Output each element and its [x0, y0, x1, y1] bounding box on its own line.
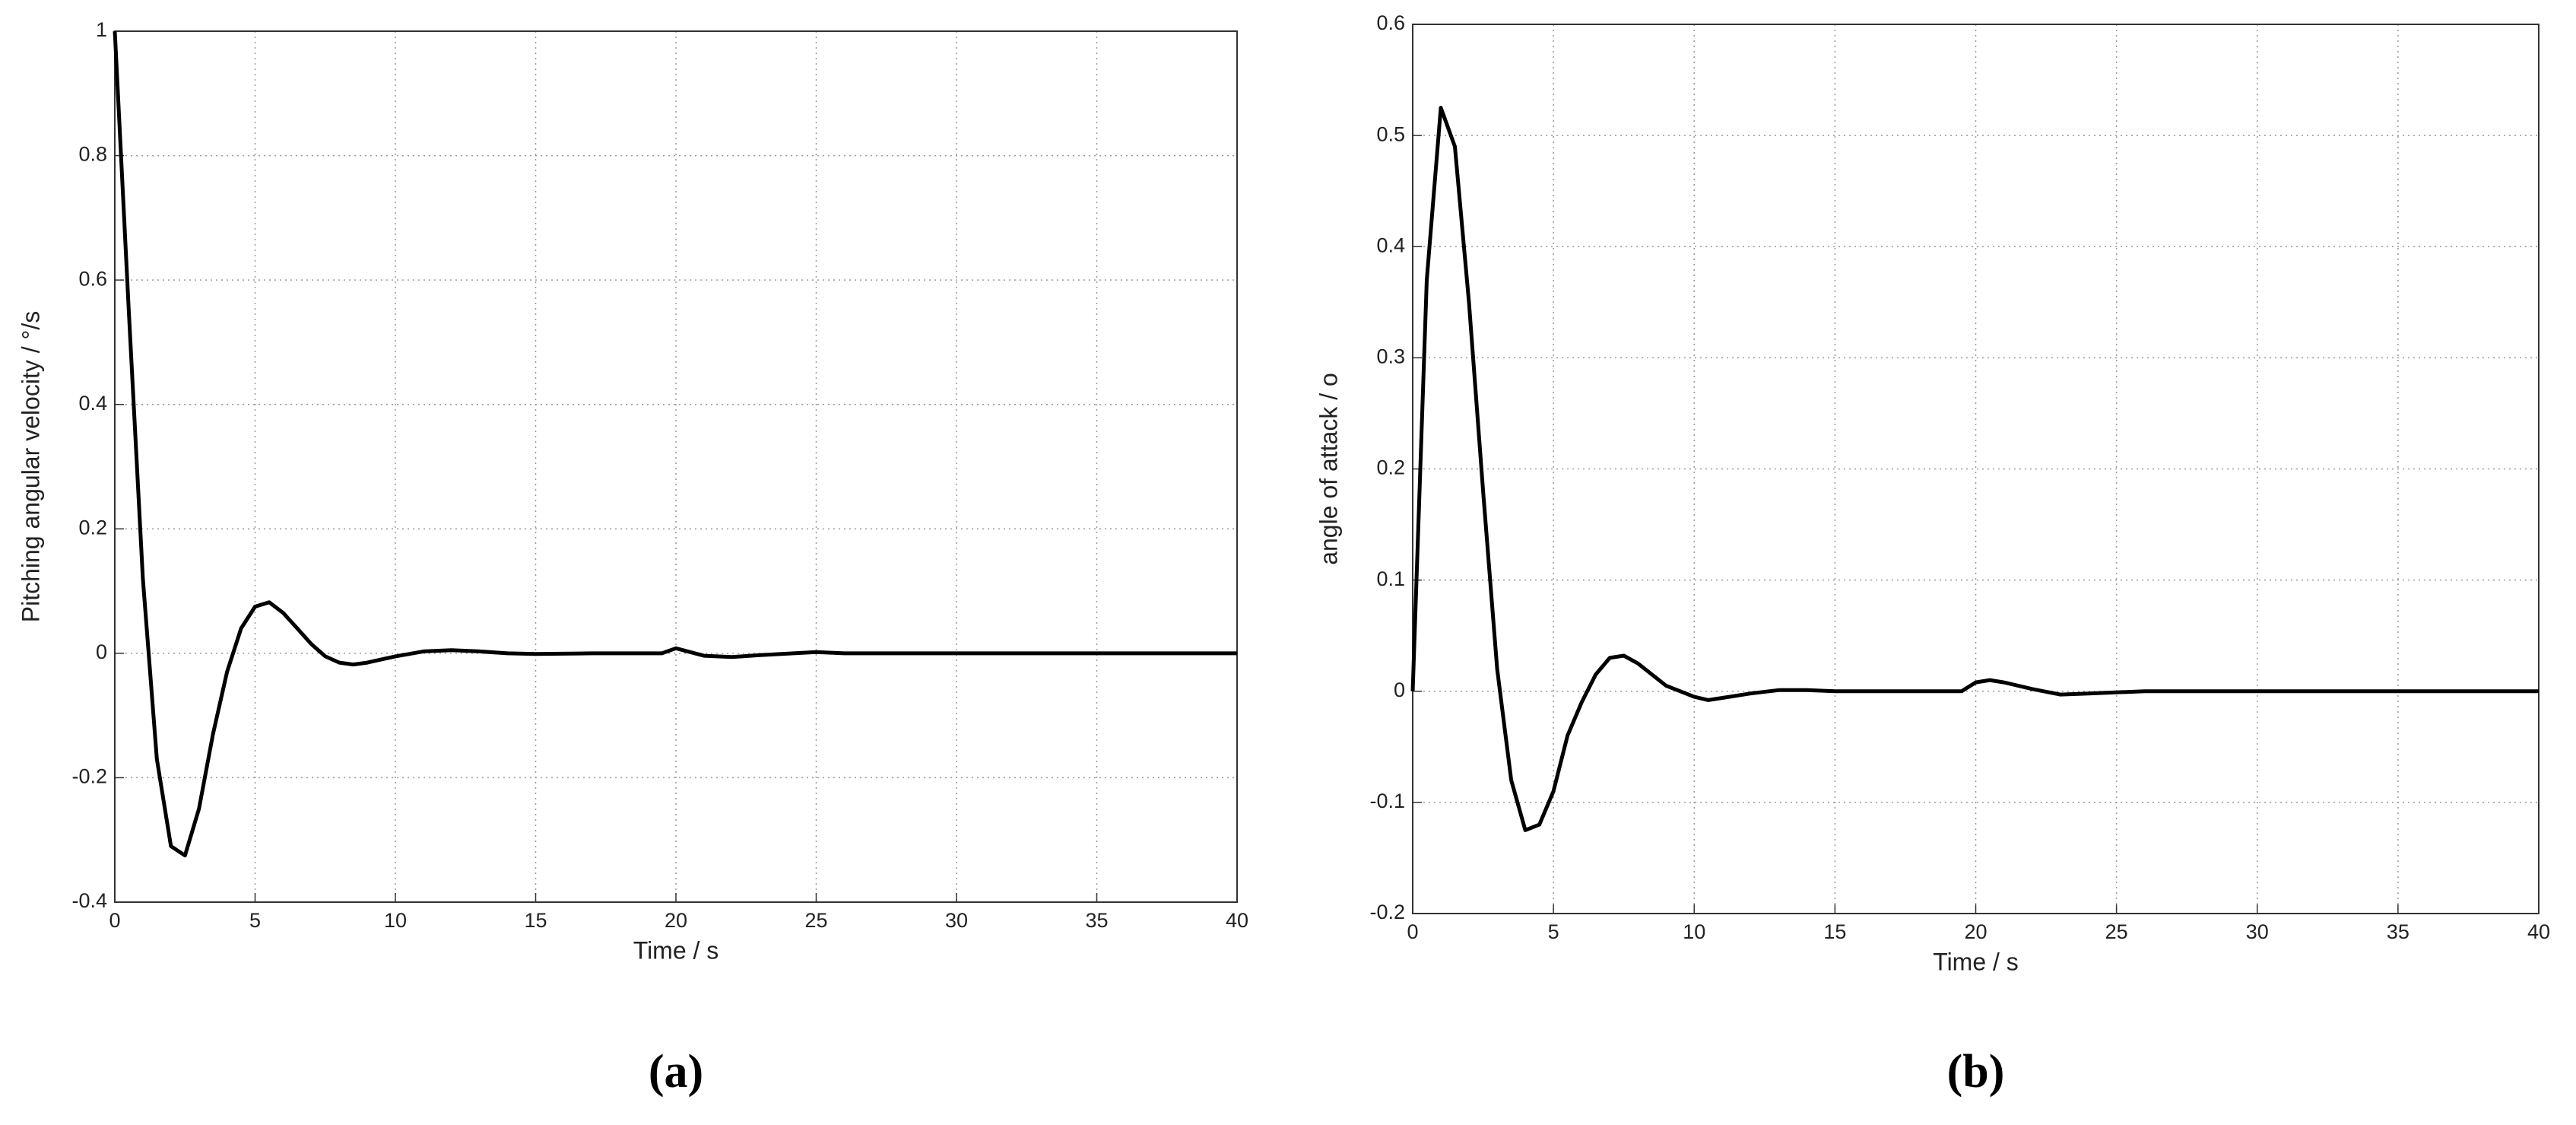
y-tick-label: 0.6 — [78, 267, 107, 290]
x-axis-label: Time / s — [633, 936, 719, 964]
y-tick-label: 0.4 — [1376, 234, 1405, 256]
x-axis-label: Time / s — [1933, 948, 2019, 975]
y-tick-label: 0.2 — [78, 516, 107, 539]
x-tick-label: 35 — [2387, 920, 2409, 943]
y-tick-label: 0.6 — [1376, 11, 1405, 34]
data-line — [1410, 106, 2539, 832]
x-tick-label: 25 — [804, 909, 827, 932]
y-tick-label: 0.3 — [1376, 345, 1405, 368]
x-tick-label: 5 — [1548, 920, 1559, 943]
y-axis-label: Pitching angular velocity / °/s — [17, 311, 44, 622]
y-axis-label: angle of attack / ο — [1315, 373, 1342, 565]
x-tick-label: 15 — [1823, 920, 1846, 943]
x-tick-label: 30 — [2246, 920, 2269, 943]
y-tick-label: -0.2 — [1369, 901, 1405, 923]
x-tick-label: 10 — [1683, 920, 1705, 943]
x-tick-label: 20 — [1964, 920, 1987, 943]
x-tick-label: 15 — [524, 909, 547, 932]
x-tick-label: 0 — [1407, 920, 1418, 943]
plot-frame — [1412, 24, 2540, 914]
x-tick-label: 40 — [2527, 920, 2550, 943]
x-tick-label: 30 — [945, 909, 968, 932]
y-tick-label: 0.5 — [1376, 122, 1405, 145]
plot-frame — [114, 30, 1238, 903]
y-tick-label: 0.8 — [78, 143, 107, 166]
x-tick-label: 40 — [1226, 909, 1248, 932]
x-tick-label: 25 — [2105, 920, 2128, 943]
caption: (b) — [1947, 1046, 2005, 1098]
y-tick-label: 0.2 — [1376, 456, 1405, 479]
caption: (a) — [649, 1046, 703, 1098]
data-line — [113, 30, 1237, 858]
y-tick-label: 1 — [96, 18, 107, 41]
y-tick-label: 0.4 — [78, 392, 107, 415]
y-tick-label: -0.1 — [1369, 790, 1405, 812]
y-tick-label: -0.2 — [71, 765, 107, 788]
x-tick-label: 10 — [384, 909, 407, 932]
y-tick-label: -0.4 — [71, 889, 107, 912]
y-tick-label: 0 — [1394, 678, 1405, 701]
x-tick-label: 35 — [1085, 909, 1108, 932]
y-tick-label: 0 — [96, 640, 107, 663]
x-tick-label: 20 — [665, 909, 687, 932]
x-tick-label: 5 — [249, 909, 261, 932]
x-tick-label: 0 — [109, 909, 120, 932]
y-tick-label: 0.1 — [1376, 567, 1405, 590]
